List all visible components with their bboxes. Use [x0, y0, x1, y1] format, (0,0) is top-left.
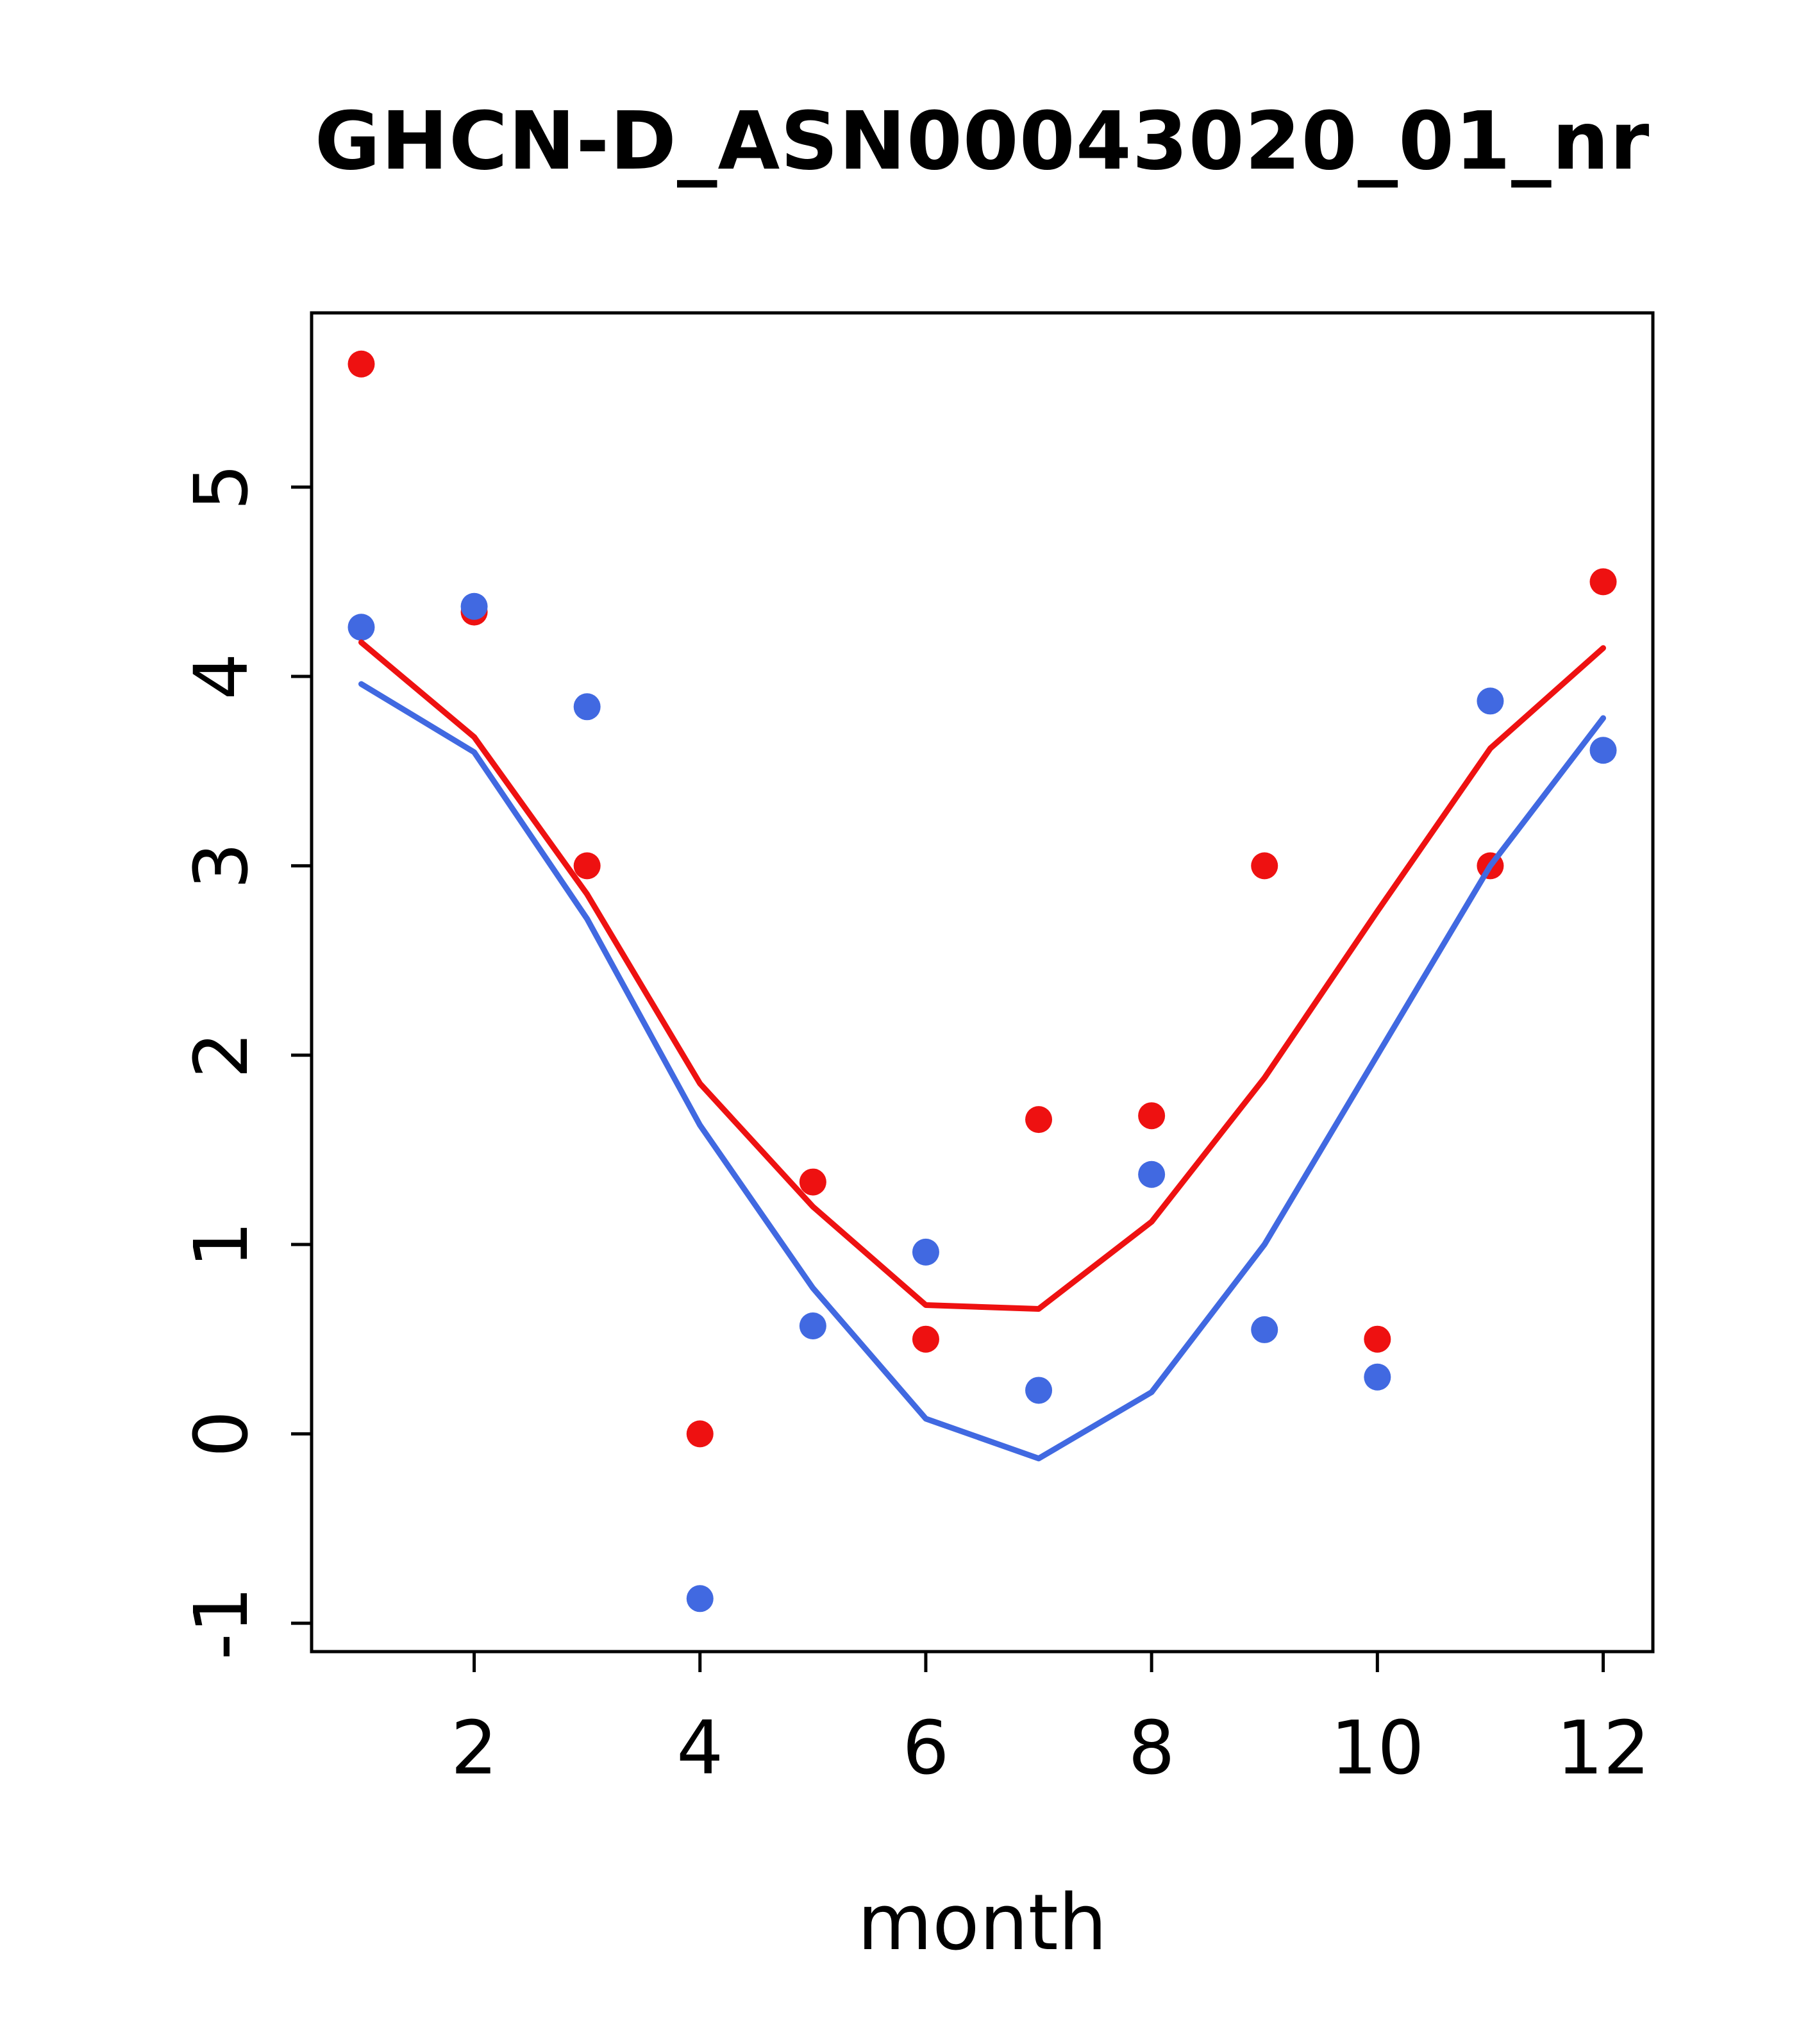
y-tick-label: 3	[179, 842, 265, 889]
blue-points	[1251, 1316, 1278, 1343]
red-points	[912, 1325, 939, 1353]
red-points	[573, 852, 601, 880]
red-points	[1138, 1102, 1166, 1130]
x-axis-label: month	[857, 1879, 1107, 1968]
red-smooth-line	[358, 639, 1607, 1312]
blue-points	[912, 1238, 939, 1266]
blue-points	[1025, 1377, 1053, 1404]
blue-points	[1589, 737, 1617, 764]
y-tick-label: 5	[179, 464, 265, 510]
blue-points	[460, 592, 488, 620]
y-tick-label: 2	[179, 1032, 265, 1078]
red-points	[347, 350, 375, 378]
x-tick-label: 12	[1556, 1705, 1650, 1791]
red-points	[1251, 852, 1278, 880]
plot-border	[310, 311, 1655, 1654]
blue-points	[686, 1585, 714, 1613]
x-tick-label: 2	[451, 1705, 498, 1791]
red-points	[1364, 1325, 1391, 1353]
blue-points	[1364, 1363, 1391, 1391]
x-tick-label: 6	[902, 1705, 949, 1791]
blue-smooth-line	[358, 681, 1607, 1462]
red-points	[799, 1168, 826, 1196]
blue-points	[347, 614, 375, 641]
chart-title: GHCN-D_ASN00043020_01_nr	[314, 95, 1650, 188]
blue-points	[573, 693, 601, 721]
blue-points	[799, 1312, 826, 1340]
y-tick-label: -1	[179, 1586, 265, 1660]
red-points	[1589, 568, 1617, 596]
blue-points	[1138, 1160, 1166, 1188]
x-tick-label: 10	[1330, 1705, 1424, 1791]
x-tick-label: 8	[1128, 1705, 1175, 1791]
y-tick-label: 1	[179, 1221, 265, 1268]
y-tick-label: 4	[179, 653, 265, 699]
red-points	[1025, 1106, 1053, 1134]
red-points	[686, 1420, 714, 1448]
x-tick-label: 4	[676, 1705, 723, 1791]
blue-points	[1477, 687, 1504, 715]
y-tick-label: 0	[179, 1411, 265, 1457]
